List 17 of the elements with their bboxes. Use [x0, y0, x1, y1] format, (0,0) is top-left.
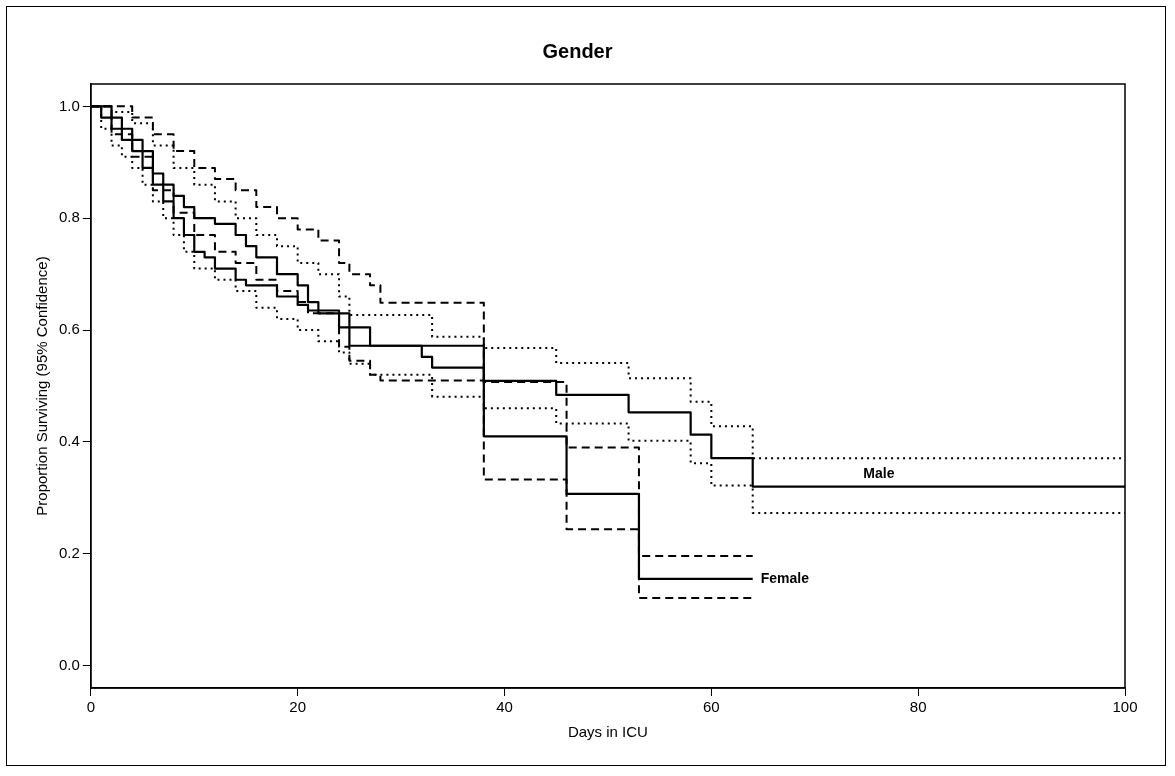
- x-tick-label: 40: [496, 698, 513, 716]
- y-tick-label: 0.2: [58, 543, 80, 561]
- x-tick-label: 60: [703, 698, 720, 716]
- y-tick-label: 1.0: [58, 96, 80, 114]
- y-tick-label: 0.0: [58, 655, 80, 673]
- y-tick-label: 0.6: [58, 320, 80, 338]
- y-axis-title: Proportion Surviving (95% Confidence): [33, 256, 51, 516]
- series-label: Female: [760, 569, 810, 586]
- series-label: Male: [863, 464, 895, 481]
- y-tick-label: 0.8: [58, 208, 80, 226]
- x-tick-label: 100: [1112, 698, 1138, 716]
- x-tick-label: 0: [86, 698, 96, 716]
- x-tick-label: 80: [909, 698, 927, 716]
- x-axis-title: Days in ICU: [567, 723, 648, 741]
- x-tick-label: 20: [289, 698, 307, 716]
- chart-title: Gender: [542, 39, 613, 62]
- y-tick-label: 0.4: [58, 432, 80, 450]
